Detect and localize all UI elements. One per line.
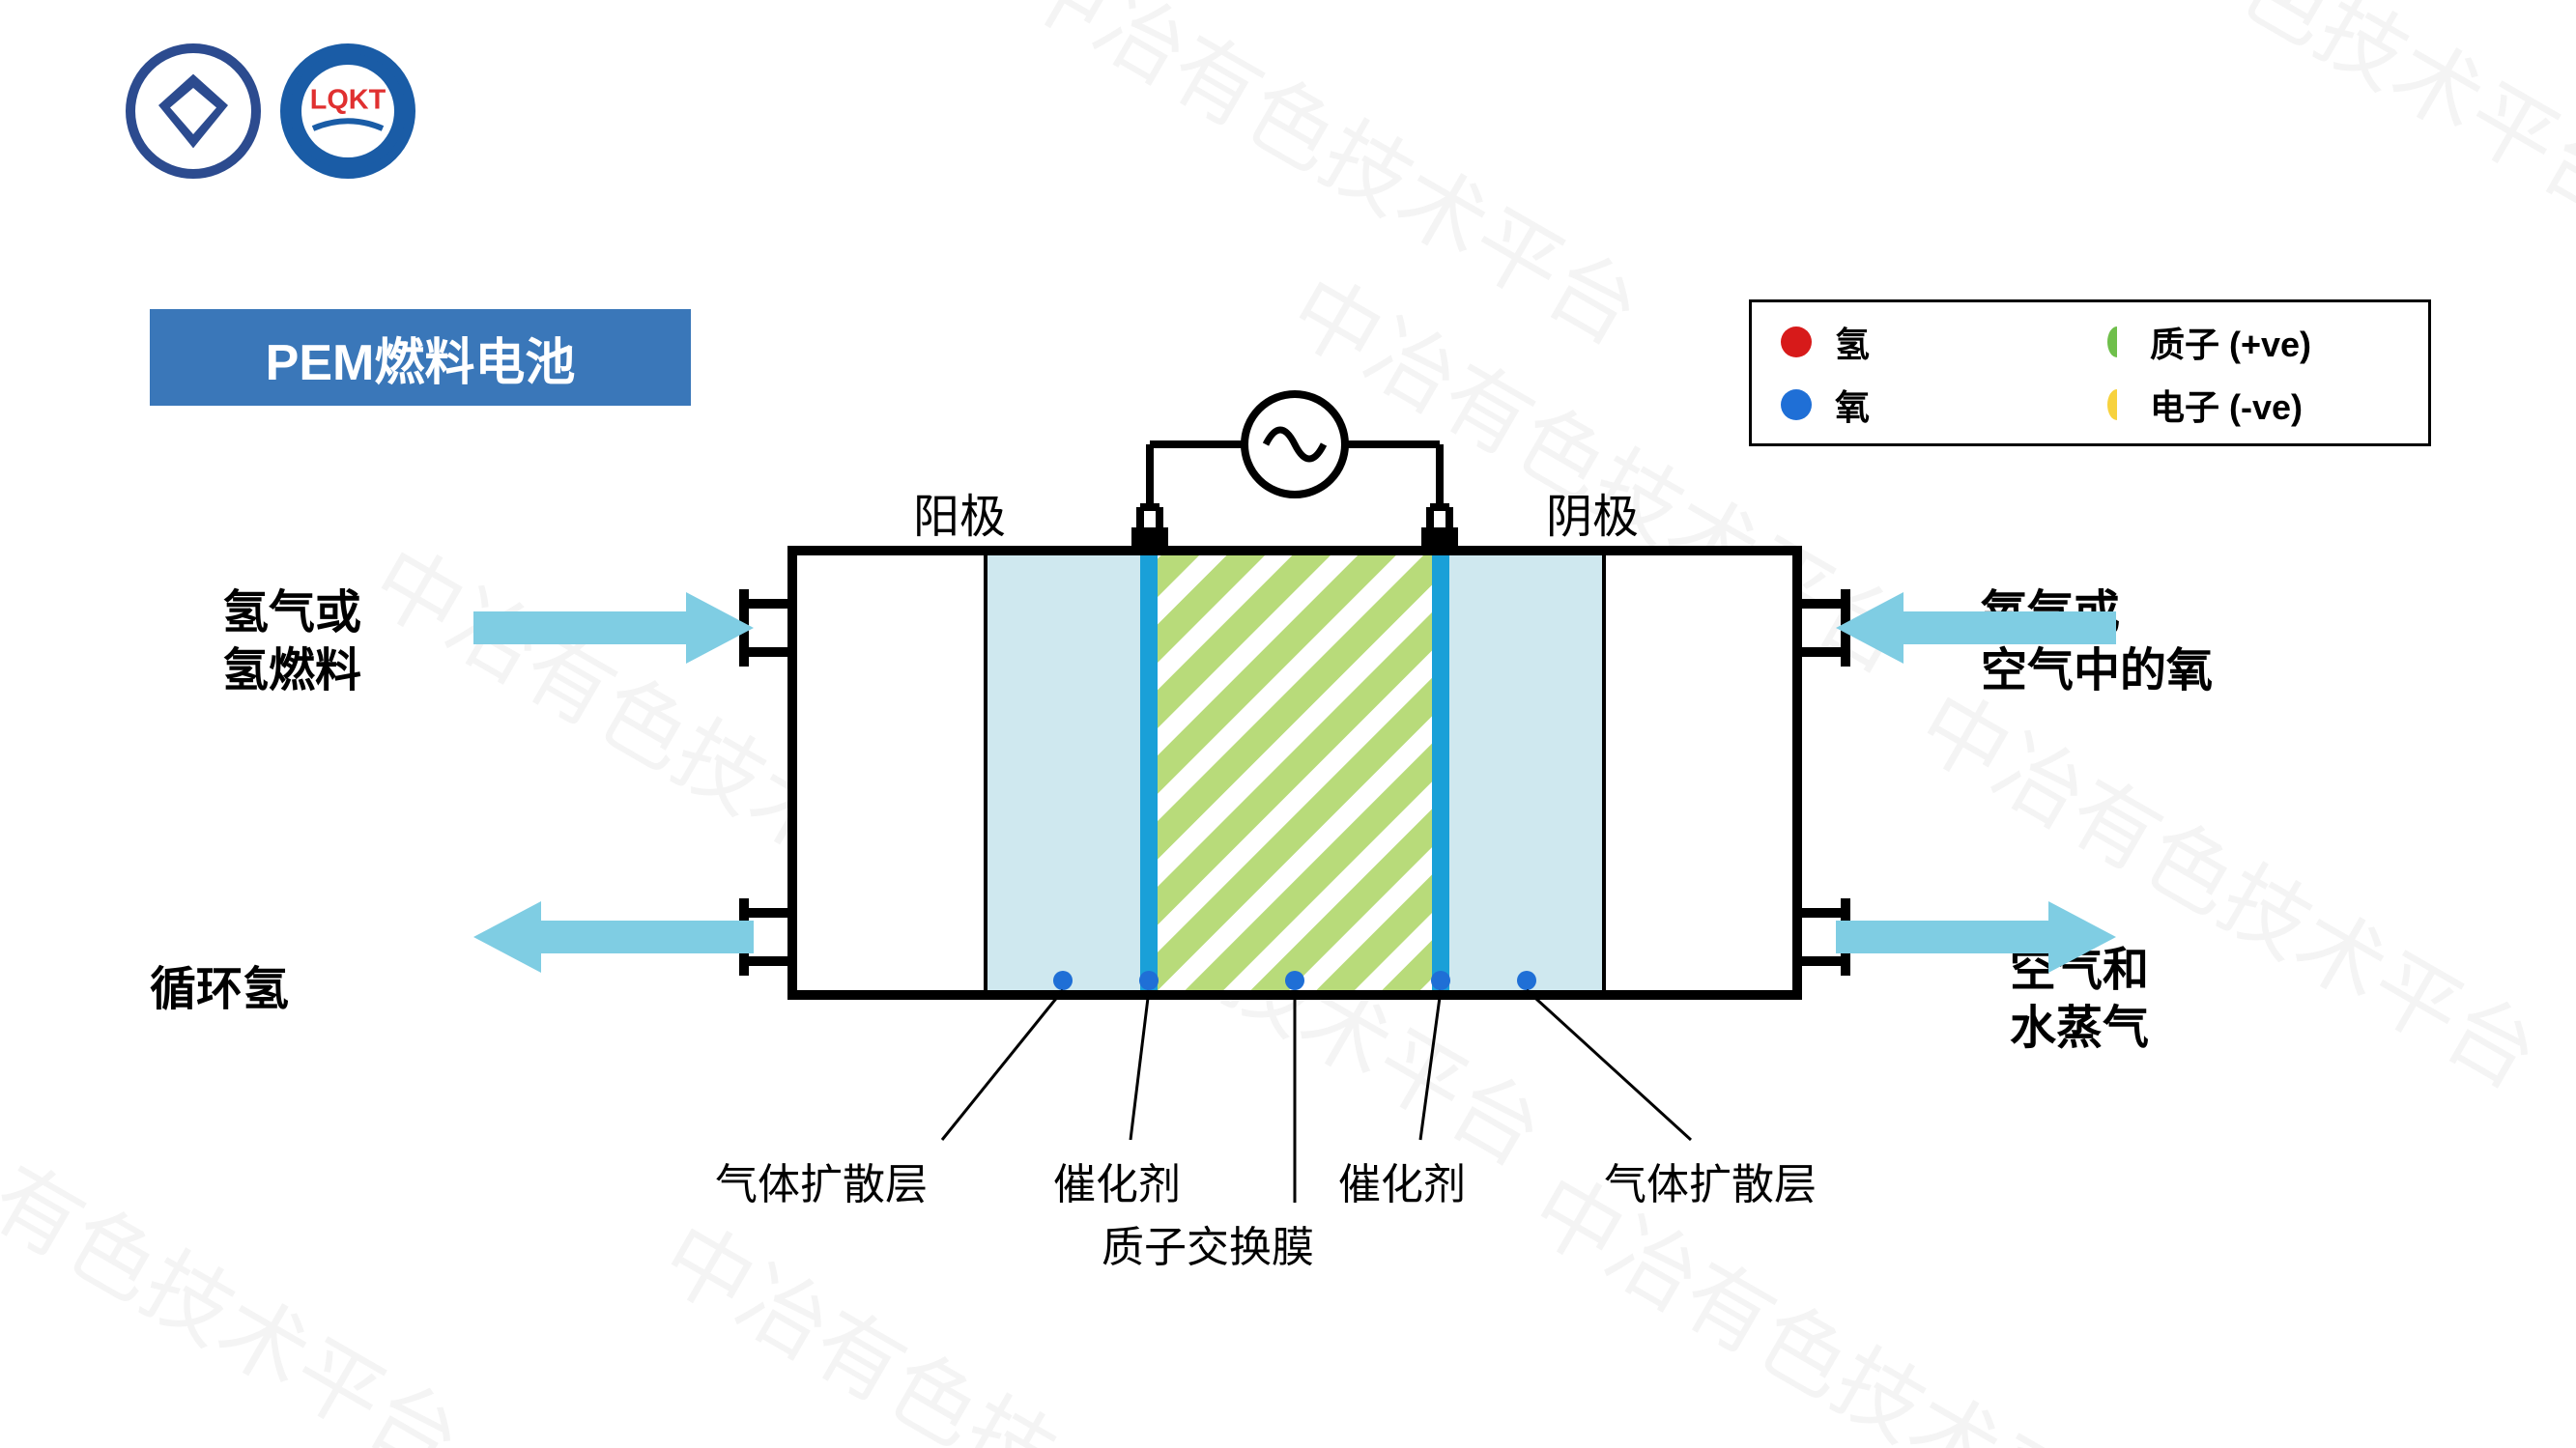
arrow-h2-out — [473, 901, 754, 973]
arrow-o2-in — [1836, 592, 2116, 664]
arrow-air-out — [1836, 901, 2116, 973]
inlet-h2-label: 氢气或 氢燃料 — [222, 584, 361, 700]
watermark: 中冶有色技术平台 — [1001, 0, 1667, 368]
fuel-cell-diagram — [367, 338, 2203, 1227]
watermark: 中冶有色技术平台 — [1996, 0, 2576, 242]
svg-text:LQKT: LQKT — [310, 85, 386, 116]
lqkt-logo: LQKT — [280, 43, 415, 179]
zju-logo — [126, 43, 261, 179]
arrow-h2-in — [473, 592, 754, 664]
outlet-h2-label: 循环氢 — [150, 961, 289, 1019]
